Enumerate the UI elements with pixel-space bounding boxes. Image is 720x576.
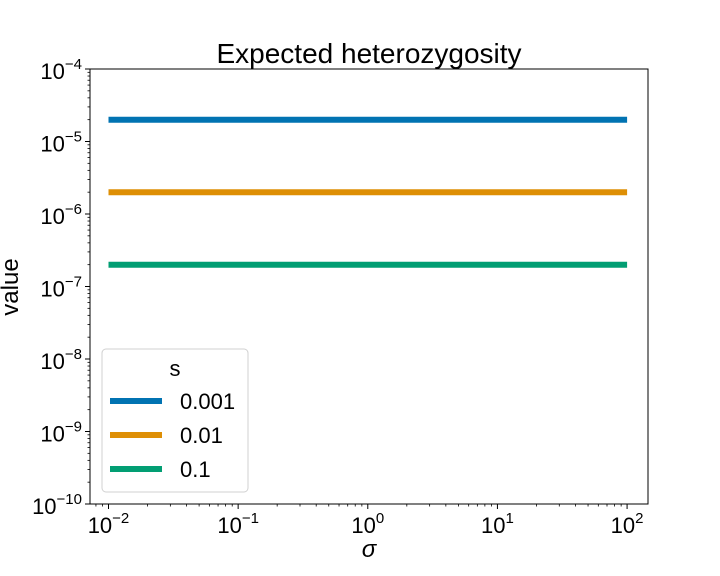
y-tick-label: 10−8 bbox=[40, 346, 82, 374]
x-tick-label: 101 bbox=[481, 510, 514, 538]
legend-frame bbox=[101, 348, 249, 493]
y-tick-label: 10−5 bbox=[40, 129, 82, 157]
legend-label-0.01: 0.01 bbox=[180, 423, 223, 448]
chart-title: Expected heterozygosity bbox=[216, 38, 521, 69]
y-tick-label: 10−6 bbox=[40, 201, 82, 229]
y-tick-label: 10−10 bbox=[32, 491, 82, 519]
series-layer bbox=[108, 116, 628, 268]
y-tick-label: 10−7 bbox=[40, 274, 82, 302]
y-axis-label: value bbox=[0, 258, 24, 315]
x-tick-label: 102 bbox=[611, 510, 644, 538]
x-tick-label: 100 bbox=[351, 510, 384, 538]
x-tick-label: 10−2 bbox=[88, 510, 130, 538]
y-tick-label: 10−9 bbox=[40, 419, 82, 447]
legend-title: s bbox=[170, 356, 181, 381]
x-axis-label: σ bbox=[362, 536, 378, 563]
legend-label-0.1: 0.1 bbox=[180, 457, 211, 482]
x-axis: 10−2 10−1 100 101 102 bbox=[88, 504, 644, 538]
legend-label-0.001: 0.001 bbox=[180, 389, 235, 414]
y-axis: 10−10 10−9 10−8 10−7 10−6 10−5 10−4 bbox=[32, 56, 90, 519]
y-tick-label: 10−4 bbox=[40, 56, 82, 84]
legend: s 0.001 0.01 0.1 bbox=[101, 348, 249, 493]
x-tick-label: 10−1 bbox=[217, 510, 259, 538]
